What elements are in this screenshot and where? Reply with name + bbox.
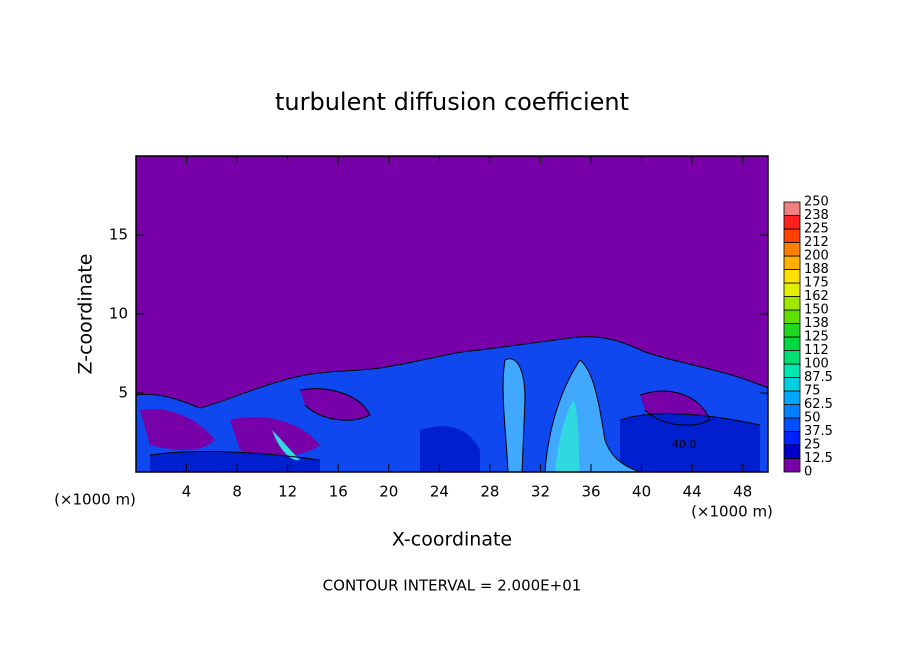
contour-label: 40.0	[672, 438, 697, 451]
colorbar-label: 50	[804, 411, 821, 426]
colorbar-label: 175	[804, 276, 829, 291]
colorbar-box	[783, 431, 801, 446]
x-tick-label: 40	[632, 483, 651, 501]
colorbar-box	[783, 458, 801, 473]
colorbar-label: 87.5	[804, 370, 833, 385]
x-tick-label: 32	[531, 483, 550, 501]
colorbar-label: 62.5	[804, 397, 833, 412]
x-axis-label: X-coordinate	[392, 529, 512, 551]
colorbar-label: 25	[804, 438, 821, 453]
x-tick-label: 4	[182, 483, 192, 501]
x-unit-label: (×1000 m)	[691, 503, 773, 521]
colorbar-box	[783, 269, 801, 284]
x-tick-label: 12	[278, 483, 297, 501]
field: 40.0	[135, 156, 769, 473]
colorbar-box	[783, 417, 801, 432]
colorbar-label: 250	[804, 195, 829, 210]
x-tick-label: 36	[581, 483, 600, 501]
colorbar-label: 112	[804, 343, 829, 358]
colorbar-label: 0	[804, 465, 812, 480]
colorbar-label: 188	[804, 262, 829, 277]
field-hole	[140, 388, 710, 457]
colorbar-label: 225	[804, 222, 829, 237]
x-tick-label: 44	[683, 483, 702, 501]
colorbar-box	[783, 228, 801, 243]
colorbar-label: 100	[804, 357, 829, 372]
colorbar-label: 212	[804, 235, 829, 250]
chart-title: turbulent diffusion coefficient	[275, 88, 629, 116]
colorbar-box	[783, 363, 801, 378]
x-tick-label: 24	[430, 483, 449, 501]
colorbar-box	[783, 390, 801, 405]
colorbar-label: 12.5	[804, 451, 833, 466]
colorbar-box	[783, 282, 801, 297]
colorbar-box	[783, 336, 801, 351]
colorbar-label: 162	[804, 289, 829, 304]
x-tick-label: 48	[733, 483, 752, 501]
colorbar-box	[783, 201, 801, 216]
colorbar-box	[783, 323, 801, 338]
colorbar-label: 150	[804, 303, 829, 318]
y-axis-label: Z-coordinate	[75, 254, 97, 375]
x-tick-label: 8	[232, 483, 242, 501]
footer: CONTOUR INTERVAL = 2.000E+01	[323, 577, 582, 595]
colorbar-label: 138	[804, 316, 829, 331]
colorbar-box	[783, 444, 801, 459]
colorbar-box	[783, 404, 801, 419]
y-tick-label: 15	[109, 226, 128, 244]
x-tick-label: 20	[379, 483, 398, 501]
contour-line	[149, 358, 761, 473]
y-tick-label: 10	[109, 305, 128, 323]
colorbar-box	[783, 309, 801, 324]
contour-line	[135, 336, 769, 409]
colorbar-box	[783, 242, 801, 257]
field-dark	[150, 413, 760, 472]
colorbar-box	[783, 255, 801, 270]
x-unit-label: (×1000 m)	[54, 491, 136, 509]
colorbar-label: 125	[804, 330, 829, 345]
colorbar-box	[783, 350, 801, 365]
y-tick-label: 5	[118, 384, 128, 402]
colorbar-label: 200	[804, 249, 829, 264]
colorbar-label: 238	[804, 208, 829, 223]
colorbar-box	[783, 296, 801, 311]
colorbar-box	[783, 377, 801, 392]
x-tick-label: 28	[480, 483, 499, 501]
x-tick-label: 16	[329, 483, 348, 501]
colorbar-label: 75	[804, 384, 821, 399]
colorbar-label: 37.5	[804, 424, 833, 439]
colorbar-box	[783, 215, 801, 230]
